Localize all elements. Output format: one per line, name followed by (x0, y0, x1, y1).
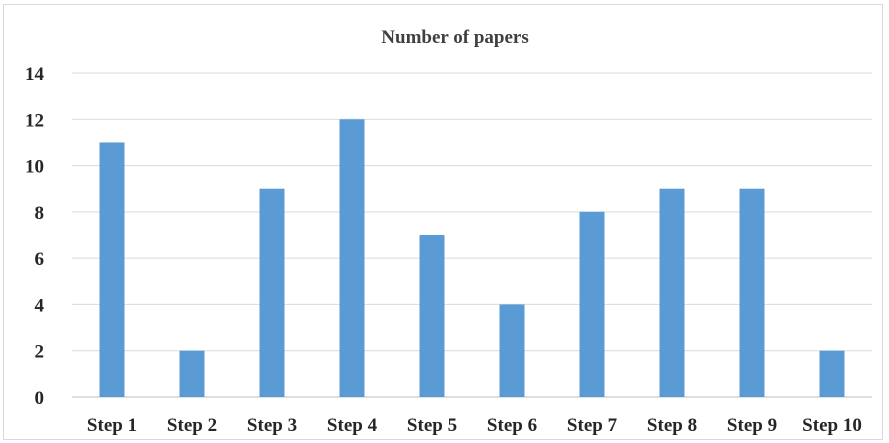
y-tick-label: 2 (35, 342, 45, 363)
bar-step-1 (99, 142, 125, 397)
bars (99, 119, 845, 398)
bar-step-2 (179, 350, 205, 397)
bar-step-10 (819, 350, 845, 397)
y-tick-label: 0 (35, 388, 45, 409)
x-axis-tick-labels: Step 1 Step 2 Step 3 Step 4 Step 5 Step 6 Step… (87, 415, 862, 436)
x-tick-label: Step 1 (87, 415, 137, 436)
bar-step-7 (579, 211, 605, 397)
x-tick-label: Step 7 (567, 415, 618, 436)
y-tick-label: 10 (25, 157, 44, 178)
gridlines (72, 72, 872, 398)
x-tick-label: Step 2 (167, 415, 217, 436)
bar-step-4 (339, 119, 365, 398)
bar-step-5 (419, 235, 445, 397)
chart-title: Number of papers (381, 27, 528, 48)
y-tick-label: 12 (25, 110, 44, 131)
x-tick-label: Step 3 (247, 415, 297, 436)
x-tick-label: Step 10 (802, 415, 862, 436)
x-tick-label: Step 6 (487, 415, 537, 436)
y-tick-label: 8 (35, 203, 45, 224)
bar-step-3 (259, 188, 285, 397)
y-tick-label: 4 (35, 295, 45, 316)
x-tick-label: Step 9 (727, 415, 777, 436)
bar-step-8 (659, 188, 685, 397)
y-axis-tick-labels: 0 2 4 6 8 10 12 14 (25, 64, 45, 409)
y-tick-label: 6 (35, 249, 45, 270)
bar-step-9 (739, 188, 765, 397)
x-tick-label: Step 4 (327, 415, 378, 436)
x-tick-label: Step 8 (647, 415, 697, 436)
y-tick-label: 14 (25, 64, 45, 85)
x-tick-label: Step 5 (407, 415, 457, 436)
bar-step-6 (499, 304, 525, 397)
